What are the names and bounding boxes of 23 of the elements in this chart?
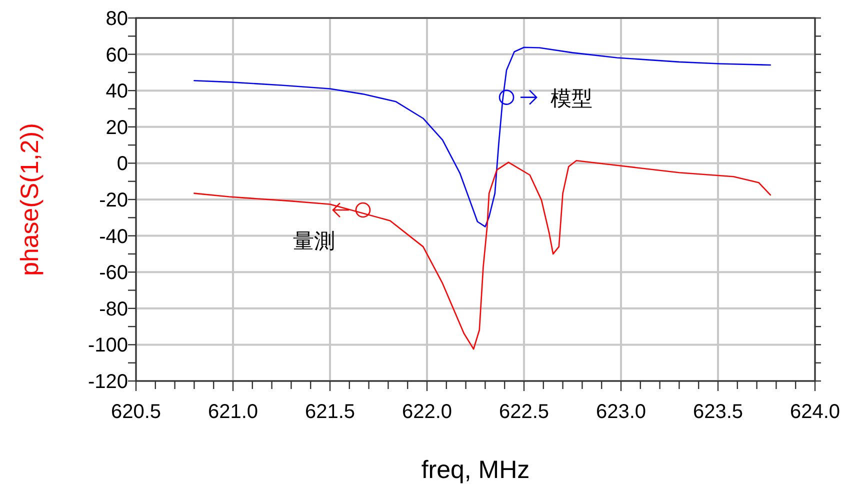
x-tick-label: 621.5 bbox=[304, 401, 356, 423]
x-tick-label: 622.0 bbox=[402, 401, 452, 423]
x-tick-label: 621.0 bbox=[208, 401, 258, 423]
y-tick-label: -100 bbox=[88, 334, 128, 357]
y-tick-label: 80 bbox=[106, 8, 128, 30]
y-tick-label: 60 bbox=[106, 44, 128, 66]
annotation: 量測 bbox=[292, 230, 335, 254]
y-tick-label: -60 bbox=[99, 262, 128, 284]
y-tick-label: -40 bbox=[99, 226, 128, 248]
x-axis-title: freq, MHz bbox=[421, 456, 530, 484]
x-tick-label: 623.0 bbox=[596, 401, 646, 423]
y-axis-title: phase(S(1,2)) bbox=[16, 123, 44, 276]
y-tick-label: -80 bbox=[99, 298, 128, 320]
y-tick-label: 40 bbox=[106, 80, 128, 103]
y-tick-label: 20 bbox=[106, 116, 128, 139]
y-tick-label: -20 bbox=[99, 190, 128, 212]
y-tick-label: -120 bbox=[88, 371, 128, 393]
x-tick-label: 623.5 bbox=[692, 401, 744, 423]
x-tick-label: 622.5 bbox=[498, 401, 550, 423]
x-tick-label: 624.0 bbox=[790, 401, 840, 423]
y-tick-label: 0 bbox=[116, 153, 128, 176]
x-tick-label: 620.5 bbox=[110, 401, 162, 423]
annotation: 模型 bbox=[550, 87, 593, 110]
